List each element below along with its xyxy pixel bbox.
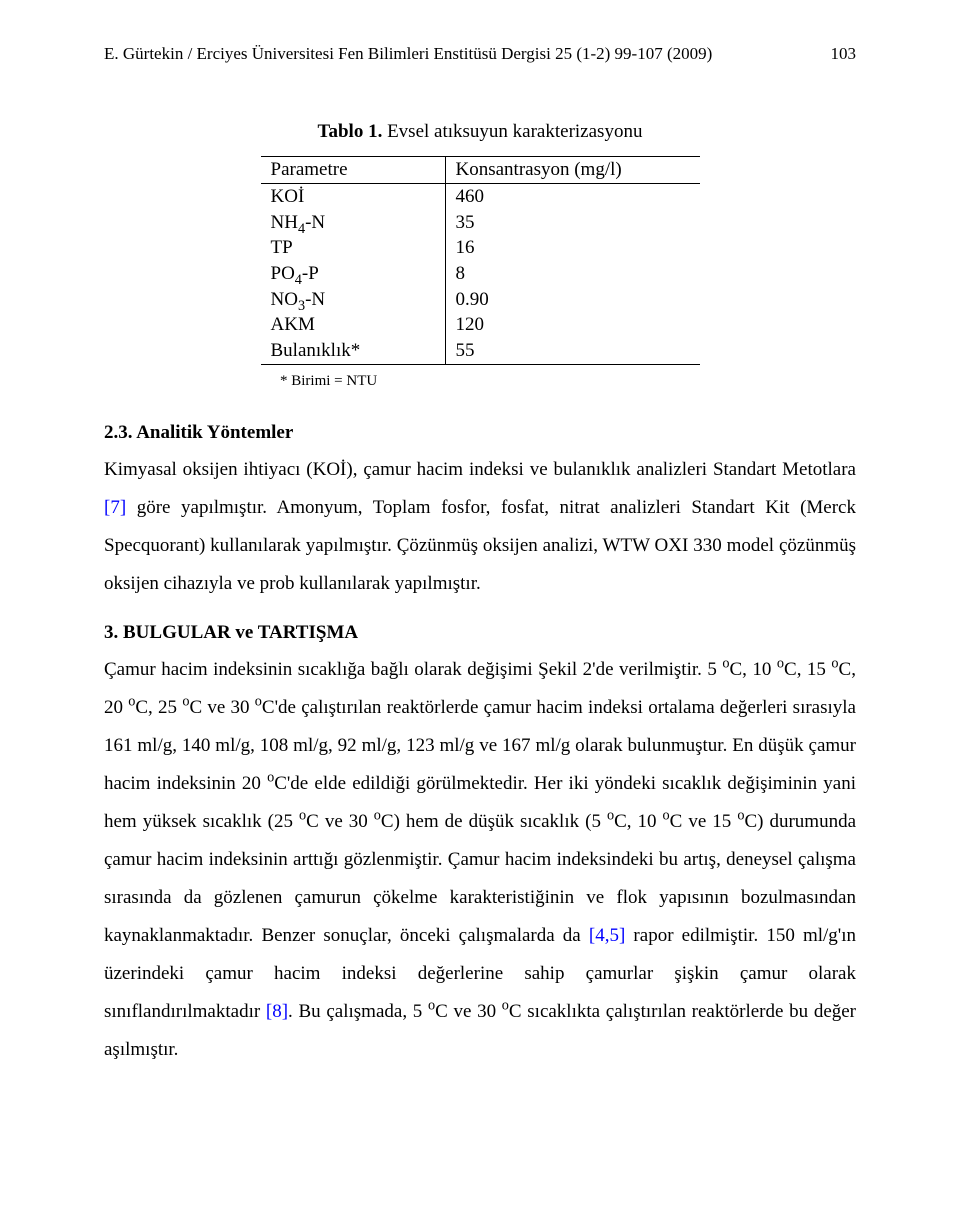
section-heading: 2.3. Analitik Yöntemler [104, 415, 856, 451]
table-cell-value: 120 [445, 312, 700, 338]
table-row: PO4-P8 [261, 261, 700, 287]
table-cell-value: 16 [445, 235, 700, 261]
section-analytic-methods: 2.3. Analitik Yöntemler Kimyasal oksijen… [104, 415, 856, 603]
table-cell-param: KOİ [261, 184, 446, 210]
table-cell-param: NO3-N [261, 287, 446, 313]
table-cell-param: TP [261, 235, 446, 261]
page: E. Gürtekin / Erciyes Üniversitesi Fen B… [0, 0, 960, 1214]
section-body: Çamur hacim indeksinin sıcaklığa bağlı o… [104, 651, 856, 1069]
table-cell-param: AKM [261, 312, 446, 338]
table-caption: Tablo 1. Evsel atıksuyun karakterizasyon… [104, 114, 856, 150]
section-heading: 3. BULGULAR ve TARTIŞMA [104, 615, 856, 651]
table-cell-value: 8 [445, 261, 700, 287]
table-row: Bulanıklık*55 [261, 338, 700, 364]
table-cell-value: 35 [445, 210, 700, 236]
header-text: E. Gürtekin / Erciyes Üniversitesi Fen B… [104, 44, 712, 63]
table-row: KOİ460 [261, 184, 700, 210]
running-header: E. Gürtekin / Erciyes Üniversitesi Fen B… [104, 38, 856, 70]
table-cell-value: 0.90 [445, 287, 700, 313]
table-row: NO3-N0.90 [261, 287, 700, 313]
table-row: TP16 [261, 235, 700, 261]
table-cell-value: 55 [445, 338, 700, 364]
table-footnote: * Birimi = NTU [270, 367, 690, 396]
table-cell-param: PO4-P [261, 261, 446, 287]
table-cell-param: NH4-N [261, 210, 446, 236]
table-col-header: Konsantrasyon (mg/l) [445, 157, 700, 184]
table-cell-value: 460 [445, 184, 700, 210]
table-row: AKM120 [261, 312, 700, 338]
data-table: Parametre Konsantrasyon (mg/l) KOİ460NH4… [261, 156, 700, 364]
page-number: 103 [831, 38, 857, 70]
table-col-header: Parametre [261, 157, 446, 184]
table-cell-param: Bulanıklık* [261, 338, 446, 364]
section-results: 3. BULGULAR ve TARTIŞMA Çamur hacim inde… [104, 615, 856, 1069]
section-body: Kimyasal oksijen ihtiyacı (KOİ), çamur h… [104, 451, 856, 603]
table-caption-text: Evsel atıksuyun karakterizasyonu [382, 121, 642, 142]
table-caption-label: Tablo 1. [318, 121, 383, 142]
table-header-row: Parametre Konsantrasyon (mg/l) [261, 157, 700, 184]
table-row: NH4-N35 [261, 210, 700, 236]
